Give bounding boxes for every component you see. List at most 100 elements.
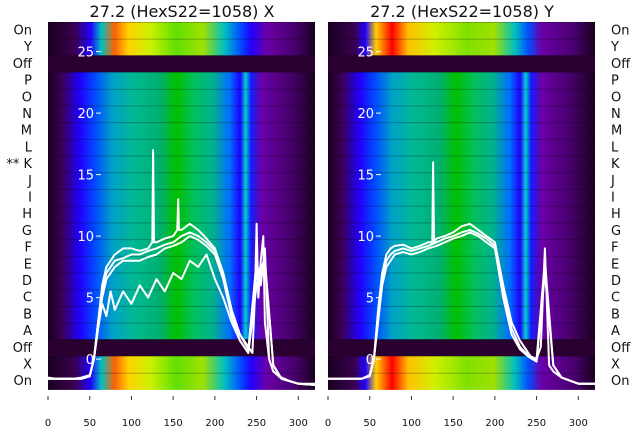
spectrum-row <box>48 22 315 40</box>
row-label: H <box>22 207 32 222</box>
row-separator <box>48 72 315 74</box>
row-label: On <box>611 374 629 389</box>
y-tick-label: 15 <box>357 169 374 184</box>
row-separator <box>328 339 595 341</box>
row-separator <box>328 289 595 291</box>
spectrum-row <box>48 222 315 240</box>
spectrum-row <box>48 189 315 207</box>
row-separator <box>328 305 595 307</box>
y-tick-label: 15 <box>77 169 94 184</box>
row-label: A <box>611 324 620 339</box>
row-separator <box>48 372 315 374</box>
row-label: D <box>611 274 621 289</box>
row-separator <box>48 239 315 241</box>
x-tick-label: 50 <box>83 418 96 429</box>
y-tick-label: 10 <box>77 230 94 245</box>
row-label: Y <box>23 40 32 55</box>
row-label: L <box>25 140 33 155</box>
row-separator <box>328 138 595 140</box>
row-label: D <box>22 274 32 289</box>
row-label: H <box>611 207 621 222</box>
row-separator <box>328 88 595 90</box>
x-tick-label: 0 <box>45 418 51 429</box>
row-label: O <box>22 90 32 105</box>
row-label: P <box>24 74 32 89</box>
row-separator <box>48 205 315 207</box>
row-label: G <box>22 224 32 239</box>
row-separator <box>48 222 315 224</box>
x-axis: 0 50 100 150 200 250 300 <box>45 396 308 429</box>
row-separator <box>48 105 315 107</box>
row-label: P <box>611 74 619 89</box>
spectrum-row <box>48 38 315 56</box>
spectrum-row <box>328 205 595 223</box>
row-separator <box>48 189 315 190</box>
row-separator <box>328 255 595 257</box>
series-group <box>47 149 316 386</box>
x-tick-label: 250 <box>527 418 546 429</box>
spectrum-row <box>328 289 595 307</box>
row-separator <box>48 88 315 90</box>
spectrum-row <box>48 55 315 73</box>
y-tick-label: 20 <box>357 107 374 122</box>
spectrum-image <box>48 22 315 390</box>
spectrum-row <box>328 122 595 140</box>
chart-title-x: 27.2 (HexS22=1058) X <box>90 2 275 21</box>
row-label: I <box>611 191 615 206</box>
spectrum-row <box>48 255 315 273</box>
row-separator <box>328 55 595 57</box>
row-separator <box>48 138 315 140</box>
x-tick-label: 200 <box>485 418 504 429</box>
spectrum-row <box>48 105 315 123</box>
spectrum-row <box>48 305 315 324</box>
spectrum-row <box>328 255 595 273</box>
row-separator <box>48 172 315 174</box>
spectrum-row <box>328 322 595 340</box>
row-separator <box>328 22 595 23</box>
spectrum-row <box>48 72 315 90</box>
x-tick-label: 200 <box>205 418 224 429</box>
row-label: On <box>14 374 32 389</box>
x-tick-label: 300 <box>289 418 308 429</box>
spectrum-row <box>48 372 315 390</box>
x-tick-label: 100 <box>402 418 421 429</box>
row-separator <box>48 38 315 40</box>
series-line-4 <box>48 253 316 386</box>
y-tick-label: 5 <box>86 292 94 307</box>
row-label: M <box>611 124 622 139</box>
spectrum-row <box>48 138 315 157</box>
spectrum-image <box>328 22 595 390</box>
y-tick-label: 20 <box>77 107 94 122</box>
row-label: X <box>23 358 32 373</box>
row-separator <box>48 255 315 257</box>
row-label: A <box>23 324 32 339</box>
y-tick-label: 0 <box>366 353 374 368</box>
row-separator <box>328 155 595 157</box>
row-separator <box>328 239 595 241</box>
row-label: G <box>611 224 621 239</box>
spectrum-row <box>328 88 595 106</box>
x-tick-label: 100 <box>122 418 141 429</box>
row-separator <box>328 205 595 207</box>
y-axis: 0 5 10 15 20 25 <box>77 46 101 368</box>
row-separator <box>328 172 595 174</box>
row-separator <box>48 305 315 307</box>
row-separator <box>328 322 595 324</box>
spectrum-row <box>328 305 595 324</box>
row-separator <box>48 122 315 124</box>
spectrum-row <box>48 172 315 190</box>
x-tick-label: 50 <box>363 418 376 429</box>
row-label: C <box>23 291 32 306</box>
x-tick-label: 0 <box>325 418 331 429</box>
row-label: On <box>611 24 629 39</box>
row-separator <box>328 72 595 74</box>
row-label: F <box>611 241 618 256</box>
series-line-3 <box>328 231 595 385</box>
row-label: K <box>611 157 620 172</box>
row-separator <box>328 122 595 124</box>
spectrum-row <box>328 22 595 40</box>
spectrum-row <box>48 239 315 257</box>
row-label: N <box>611 107 621 122</box>
